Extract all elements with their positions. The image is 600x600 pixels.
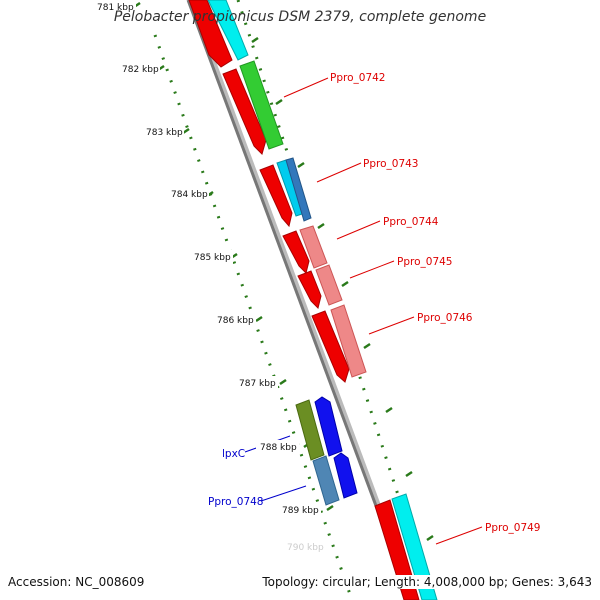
ruler-ticks bbox=[133, 1, 434, 542]
gene-arrow bbox=[188, 0, 233, 68]
gene-arrow bbox=[282, 230, 310, 274]
accession-label: Accession: NC_008609 bbox=[8, 575, 145, 589]
ruler-label: 783 kbp bbox=[146, 128, 183, 138]
gene-arrow bbox=[315, 264, 343, 306]
gene-arrow bbox=[312, 455, 340, 506]
gene-arrow bbox=[391, 493, 438, 600]
ruler-labels: 781 kbp 782 kbp 783 kbp 784 kbp 785 kbp … bbox=[97, 3, 324, 553]
gene-arrow bbox=[333, 452, 358, 499]
forward-strand-genes bbox=[188, 0, 438, 600]
gene-arrow bbox=[222, 68, 267, 155]
gene-arrow bbox=[297, 270, 322, 309]
ruler-label: 784 kbp bbox=[171, 190, 208, 200]
gene-label-ppro0743[interactable]: Ppro_0743 bbox=[363, 158, 418, 170]
genome-title: Pelobacter propionicus DSM 2379, complet… bbox=[113, 9, 487, 25]
gene-arrow bbox=[239, 60, 284, 150]
gene-label-ppro0748[interactable]: Ppro_0748 bbox=[208, 496, 263, 508]
gene-arrow bbox=[299, 225, 328, 269]
gene-arrow bbox=[259, 164, 293, 228]
ruler-label: 790 kbp bbox=[287, 543, 324, 553]
label-connectors bbox=[244, 77, 483, 545]
genome-backbone bbox=[186, 0, 416, 600]
ruler-label: 788 kbp bbox=[260, 443, 297, 453]
ruler-label: 787 kbp bbox=[239, 379, 276, 389]
ruler-label: 789 kbp bbox=[282, 506, 319, 516]
ruler-label: 785 kbp bbox=[194, 253, 231, 263]
ruler-label: 782 kbp bbox=[122, 65, 159, 75]
gene-label-lpxc[interactable]: lpxC bbox=[222, 448, 245, 460]
ruler-label: 786 kbp bbox=[217, 316, 254, 326]
reverse-strand-genes bbox=[295, 396, 358, 506]
genome-summary: Topology: circular; Length: 4,008,000 bp… bbox=[262, 575, 592, 589]
gene-label-ppro0744[interactable]: Ppro_0744 bbox=[383, 216, 439, 228]
gene-labels: Ppro_0742 Ppro_0743 Ppro_0744 Ppro_0745 … bbox=[208, 72, 540, 534]
gene-arrow bbox=[207, 0, 249, 61]
gene-label-ppro0749[interactable]: Ppro_0749 bbox=[485, 522, 540, 534]
gene-arrow bbox=[314, 396, 343, 457]
ruler-label: 781 kbp bbox=[97, 3, 134, 13]
gene-arrow bbox=[285, 157, 312, 222]
ruler-label-backgrounds bbox=[92, 0, 321, 516]
gene-arrow bbox=[311, 310, 350, 383]
gene-label-ppro0742[interactable]: Ppro_0742 bbox=[330, 72, 385, 84]
gene-label-ppro0745[interactable]: Ppro_0745 bbox=[397, 256, 452, 268]
gene-label-ppro0746[interactable]: Ppro_0746 bbox=[417, 312, 473, 324]
gene-arrow bbox=[330, 304, 367, 378]
gene-arrow bbox=[295, 399, 325, 461]
